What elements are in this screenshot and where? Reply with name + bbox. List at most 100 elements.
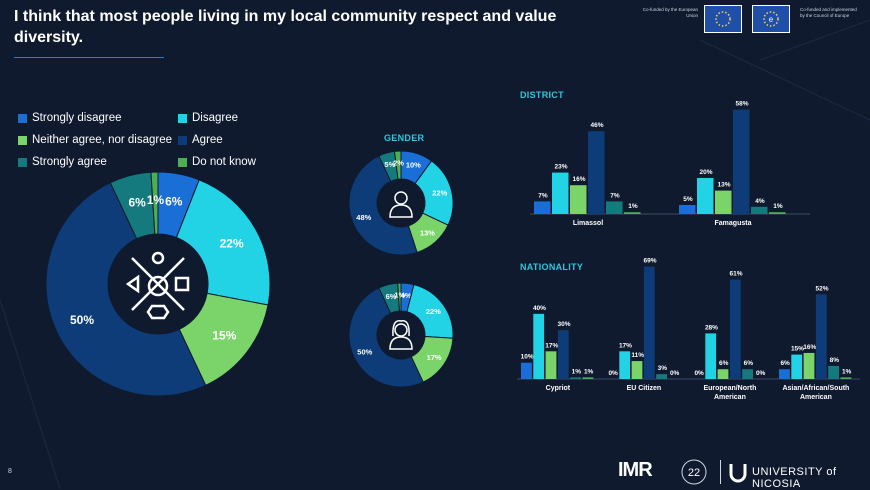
bar-value-label: 61% (730, 271, 743, 278)
donut-value-label-strongly-agree: 6% (128, 196, 146, 210)
cross-line (131, 257, 185, 311)
legend-label: Agree (192, 134, 223, 146)
person-hair (392, 320, 410, 337)
donut-value-label-strongly-disagree: 4% (401, 291, 412, 300)
bar-neither (570, 185, 587, 214)
bar-strongly-disagree (679, 205, 696, 214)
bar-value-label: 6% (780, 360, 790, 367)
bar-value-label: 23% (554, 164, 567, 171)
donut-slice-do-not-know (150, 172, 159, 235)
category-label-line: American (800, 394, 832, 401)
category-label: Limassol (573, 220, 603, 227)
bar-strongly-agree (742, 369, 753, 379)
bar-value-label: 28% (705, 324, 718, 331)
svg-text:22: 22 (688, 467, 700, 479)
person-head (394, 323, 408, 337)
donut-slice-do-not-know (393, 150, 402, 180)
bar-value-label: 0% (756, 370, 766, 377)
globe-icon (147, 275, 169, 297)
bar-do-not-know (624, 212, 641, 214)
legend-label: Strongly disagree (32, 112, 122, 124)
category-label-line: American (714, 394, 746, 401)
legend-item-neither: Neither agree, nor disagree (18, 134, 172, 146)
diversity-icon (125, 251, 190, 320)
bar-value-label: 69% (644, 258, 657, 265)
anniversary-22-icon: 22 (681, 459, 707, 485)
donut-value-label-do-not-know: 1% (147, 193, 165, 207)
eu-stars-icon (715, 11, 731, 27)
unic-logo-icon (729, 464, 747, 483)
gender-panel-title: GENDER (384, 133, 425, 143)
coe-logo-icon: e (763, 11, 779, 27)
donut-value-label-strongly-disagree: 10% (406, 160, 421, 169)
bar-neither (803, 352, 815, 379)
bar-value-label: 20% (699, 169, 712, 176)
university-name: UNIVERSITY of NICOSIA (752, 466, 837, 490)
donut-slice-agree (348, 155, 418, 256)
bar-disagree (697, 178, 714, 214)
title-underline (14, 57, 164, 58)
bar-value-label: 16% (572, 176, 585, 183)
donut-value-label-disagree: 22% (426, 307, 441, 316)
nationality-bar-chart: 10%40%17%30%1% 1%Cypriot0%17%11%69%3%0%EU… (517, 258, 860, 401)
donut-value-label-neither: 17% (427, 353, 442, 362)
bar-value-label: 40% (533, 305, 546, 312)
bar-value-label: 17% (545, 342, 558, 349)
bar-value-label: 5% (683, 196, 693, 203)
female-donut-chart: 4% 22% 17% 50% 6%1% (348, 282, 454, 388)
bar-strongly-agree (656, 374, 667, 379)
legend-swatch (18, 157, 27, 167)
bar-value-label: 0% (608, 370, 618, 377)
bar-do-not-know (840, 377, 852, 379)
donut-value-label-do-not-know: 2% (393, 159, 404, 168)
imr-logo: IMR (618, 459, 653, 481)
bar-value-label: 58% (735, 101, 748, 108)
bar-agree (815, 294, 827, 379)
donut-value-label-disagree: 22% (432, 189, 447, 198)
bar-strongly-agree (570, 377, 581, 379)
footer-divider (720, 460, 721, 484)
bar-value-label: 46% (590, 122, 603, 129)
bar-agree (643, 266, 655, 379)
eu-flag-icon (704, 5, 742, 33)
donut-value-label-neither: 13% (420, 229, 435, 238)
bar-value-label: 0% (670, 370, 680, 377)
bar-value-label: 11% (631, 352, 644, 359)
legend-swatch (178, 157, 187, 167)
bar-value-label: 0% (694, 370, 704, 377)
donut-value-label-strongly-disagree: 6% (165, 194, 183, 208)
legend-swatch (18, 113, 27, 123)
bar-neither (717, 369, 729, 379)
bar-strongly-disagree (534, 201, 551, 214)
square-icon (174, 276, 190, 292)
donut-slice-agree (45, 181, 207, 397)
bar-disagree (552, 172, 569, 214)
triangle-icon (125, 274, 140, 294)
bar-neither (631, 361, 643, 379)
category-label: Famagusta (715, 220, 752, 227)
hexagon-icon (146, 304, 170, 320)
donut-value-label-agree: 48% (356, 213, 371, 222)
donut-slice-disagree (175, 179, 271, 306)
eu-cofunded-text: Co-funded by the European Union (642, 7, 698, 18)
bar-value-label: 7% (538, 192, 548, 199)
bar-value-label: 52% (816, 285, 829, 292)
donut-value-label-strongly-agree: 6% (386, 292, 397, 301)
category-label: Asian/African/South American (782, 385, 849, 401)
coe-cofunded-text: Co-funded and implemented by the Council… (800, 7, 857, 18)
category-label: Cypriot (546, 385, 571, 392)
page-number: 8 (8, 468, 12, 475)
bar-neither (715, 190, 732, 214)
district-panel-title: DISTRICT (520, 90, 564, 100)
bar-strongly-agree (828, 365, 839, 379)
person-head (394, 191, 408, 205)
donut-value-label-strongly-agree: 5% (384, 160, 395, 169)
donut-slice-do-not-know (397, 282, 402, 312)
bar-value-label: 1% (628, 203, 638, 210)
person-body (389, 204, 413, 218)
category-label-line: European/North (703, 385, 756, 392)
overall-donut-chart: 6% 22% 15% 50% 6% 1% (45, 172, 271, 397)
legend-swatch (178, 135, 187, 145)
legend-swatch (178, 113, 187, 123)
legend-label: Disagree (192, 112, 239, 124)
